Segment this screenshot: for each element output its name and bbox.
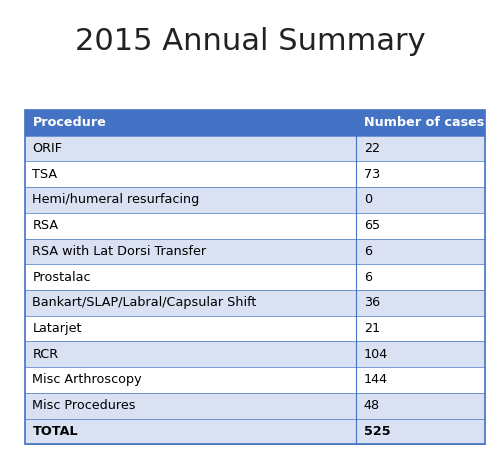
Text: TOTAL: TOTAL: [32, 425, 78, 438]
Text: RCR: RCR: [32, 348, 58, 361]
Bar: [356, 290, 485, 316]
Bar: [356, 393, 485, 419]
Text: Procedure: Procedure: [32, 116, 106, 129]
Bar: [25, 136, 356, 161]
Bar: [356, 367, 485, 393]
Bar: [356, 239, 485, 264]
Bar: [356, 264, 485, 290]
Text: 6: 6: [364, 271, 372, 284]
Bar: [25, 239, 356, 264]
Text: Misc Procedures: Misc Procedures: [32, 399, 136, 412]
Text: 144: 144: [364, 373, 388, 387]
Text: RSA with Lat Dorsi Transfer: RSA with Lat Dorsi Transfer: [32, 245, 206, 258]
Text: Latarjet: Latarjet: [32, 322, 82, 335]
Bar: [356, 341, 485, 367]
Text: 525: 525: [364, 425, 390, 438]
Bar: [356, 419, 485, 444]
Text: 22: 22: [364, 142, 380, 155]
Bar: [25, 290, 356, 316]
Text: 0: 0: [364, 193, 372, 207]
Bar: [25, 341, 356, 367]
Bar: [356, 110, 485, 136]
Bar: [356, 161, 485, 187]
Text: 48: 48: [364, 399, 380, 412]
Text: 73: 73: [364, 168, 380, 181]
Bar: [25, 161, 356, 187]
Bar: [25, 393, 356, 419]
Text: 36: 36: [364, 296, 380, 309]
Text: Hemi/humeral resurfacing: Hemi/humeral resurfacing: [32, 193, 200, 207]
Bar: [25, 187, 356, 213]
Text: Number of cases: Number of cases: [364, 116, 484, 129]
Text: 65: 65: [364, 219, 380, 232]
Text: 21: 21: [364, 322, 380, 335]
Text: RSA: RSA: [32, 219, 58, 232]
Bar: [356, 187, 485, 213]
Bar: [25, 264, 356, 290]
Text: 6: 6: [364, 245, 372, 258]
Bar: [25, 110, 356, 136]
Bar: [25, 316, 356, 341]
Text: TSA: TSA: [32, 168, 58, 181]
Text: 104: 104: [364, 348, 388, 361]
Text: Misc Arthroscopy: Misc Arthroscopy: [32, 373, 142, 387]
Bar: [356, 213, 485, 239]
Bar: [25, 419, 356, 444]
Bar: [356, 316, 485, 341]
Bar: [25, 367, 356, 393]
Text: Bankart/SLAP/Labral/Capsular Shift: Bankart/SLAP/Labral/Capsular Shift: [32, 296, 257, 309]
Bar: [356, 136, 485, 161]
Text: Prostalac: Prostalac: [32, 271, 91, 284]
Bar: [25, 213, 356, 239]
Text: 2015 Annual Summary: 2015 Annual Summary: [74, 27, 426, 56]
Text: ORIF: ORIF: [32, 142, 62, 155]
